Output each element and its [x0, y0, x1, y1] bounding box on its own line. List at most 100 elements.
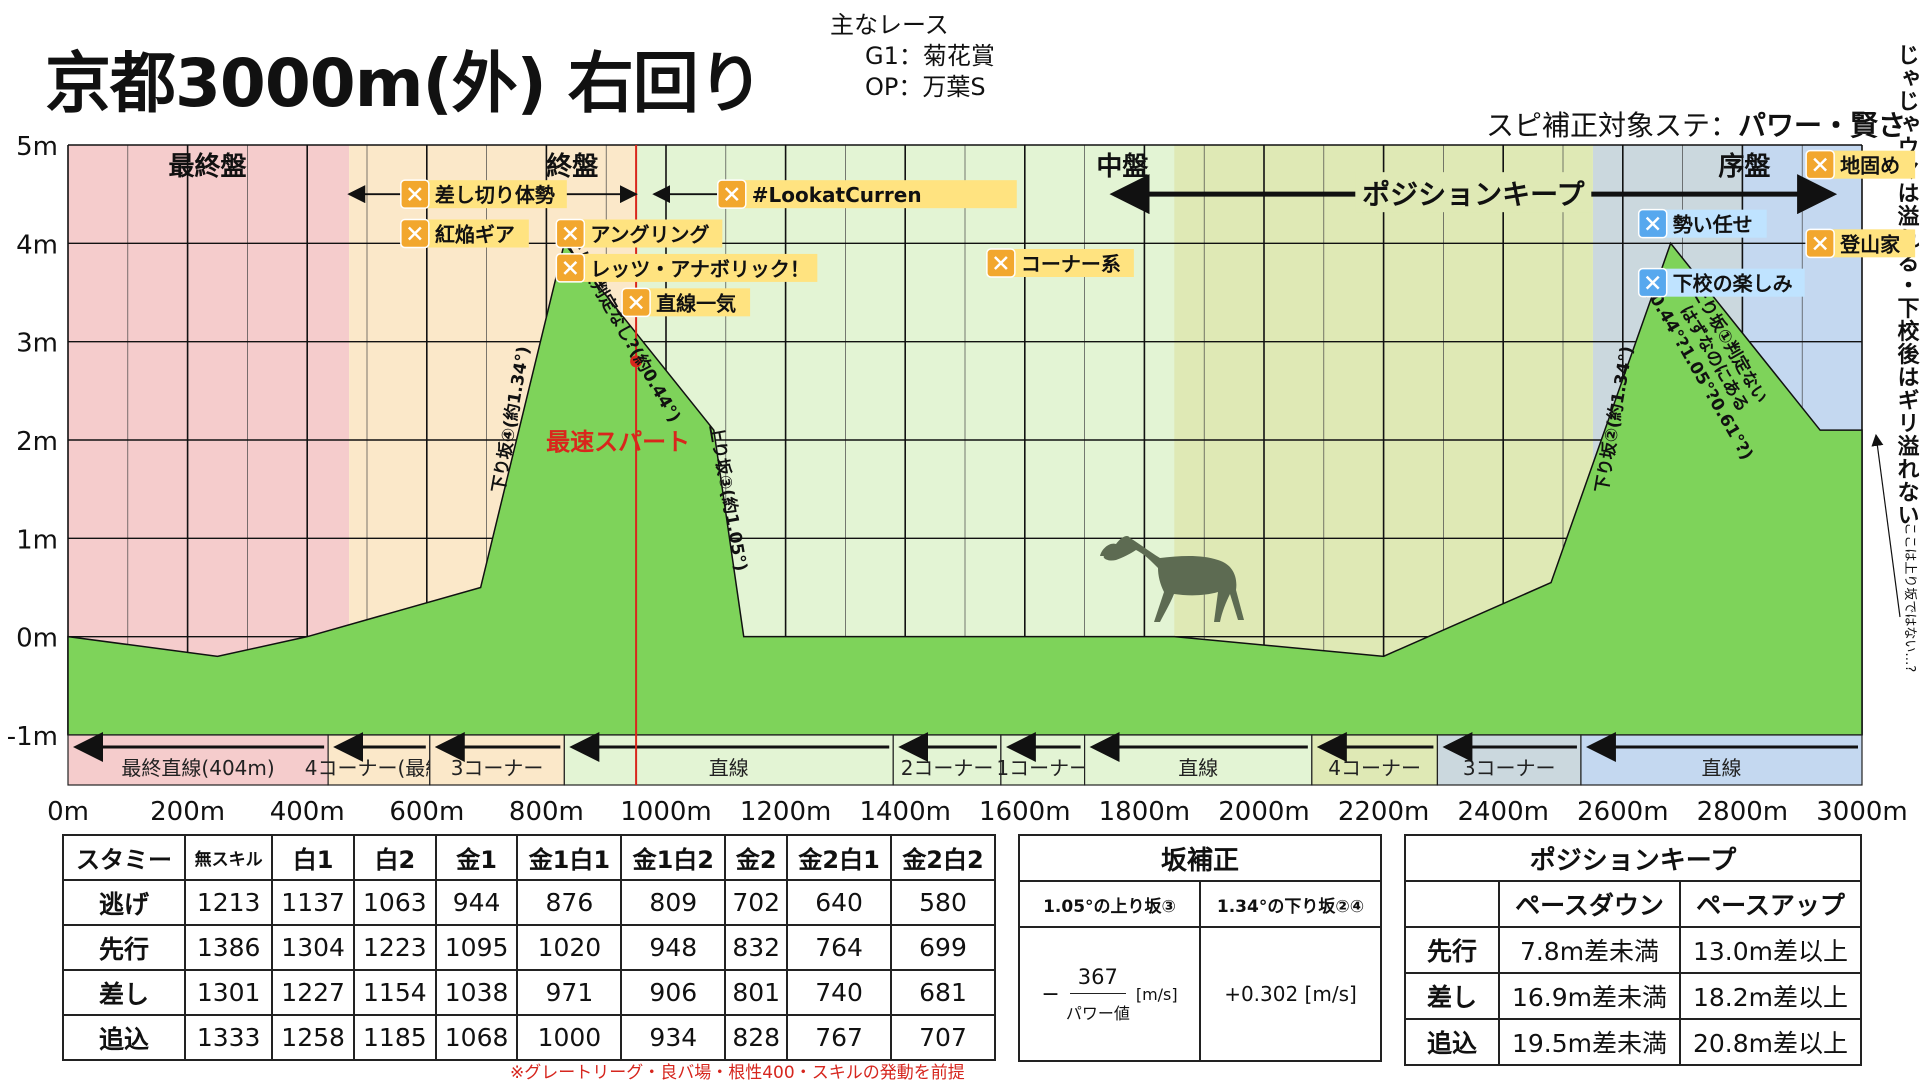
- stamina-cell: 876: [516, 879, 623, 926]
- skill-badge-bg: [638, 288, 751, 317]
- stamina-header: 白1: [271, 834, 355, 881]
- phase-label: 最終盤: [168, 151, 247, 182]
- stamina-cell: 828: [724, 1014, 789, 1061]
- section-label: 4コーナー(最終): [305, 756, 453, 780]
- spurt-point: [630, 355, 643, 368]
- y-tick-label: 5m: [16, 132, 58, 162]
- x-tick-label: 1600m: [979, 797, 1071, 827]
- race-item-g1: G1：菊花賞: [865, 42, 995, 70]
- y-tick-label: 0m: [16, 624, 58, 654]
- skill-icon-sparkle: [1645, 275, 1660, 290]
- formula-minus: −: [1041, 981, 1060, 1007]
- footnote: ※グレートリーグ・良バ場・根性400・スキルの発動を前提: [510, 1063, 965, 1083]
- skill-name: 直線一気: [656, 291, 736, 315]
- phase-label: 序盤: [1718, 151, 1771, 182]
- position-row: 追込 19.5m差未満 20.8m差以上: [1404, 1018, 1862, 1066]
- section-cell-6: [1083, 734, 1313, 786]
- position-pacedown-cell: 16.9m差未満: [1498, 972, 1681, 1020]
- position-keep-corner: [1404, 880, 1500, 928]
- section-cell-3: [563, 734, 894, 786]
- x-tick-label: 400m: [270, 797, 345, 827]
- stamina-cell: 1304: [271, 924, 355, 971]
- x-tick-label: 1400m: [859, 797, 951, 827]
- position-col-pacedown: ペースダウン: [1498, 880, 1681, 928]
- position-row-label: 追込: [1404, 1018, 1500, 1066]
- slope-title: 坂補正: [1018, 834, 1382, 882]
- skill-name: コーナー系: [1021, 252, 1121, 276]
- position-keep-title: ポジションキープ: [1404, 834, 1862, 882]
- x-tick-label: 2600m: [1577, 797, 1669, 827]
- elevation-area: [67, 241, 1863, 736]
- skill-badge-bg: [1654, 209, 1767, 238]
- y-tick-label: 4m: [16, 230, 58, 260]
- stamina-cell: 1227: [271, 969, 355, 1016]
- section-label: 3コーナー: [451, 756, 544, 780]
- x-tick-label: 1200m: [740, 797, 832, 827]
- skill-badge-bg: [1822, 150, 1916, 179]
- skill-name: 勢い任せ: [1673, 213, 1753, 237]
- stamina-cell: 832: [724, 924, 789, 971]
- stamina-cell: 1333: [184, 1014, 274, 1061]
- side-note: じゃじゃウマは溢れる・下校後はギリ溢れない: [1894, 44, 1920, 527]
- stamina-cell: 1301: [184, 969, 274, 1016]
- x-tick-label: 600m: [389, 797, 464, 827]
- skill-icon-sparkle: [563, 226, 578, 241]
- skill-badge-bg: [1002, 249, 1134, 277]
- stamina-cell: 809: [620, 879, 727, 926]
- stamina-row-label: 差し: [61, 969, 187, 1016]
- stamina-cell: 1000: [516, 1014, 623, 1061]
- stamina-header: 金2: [724, 834, 789, 881]
- skill-badge: レッツ・アナボリック！: [555, 253, 818, 283]
- stamina-cell: 934: [620, 1014, 727, 1061]
- stamina-cell: 1137: [271, 879, 355, 926]
- section-label: 直線: [1701, 756, 1741, 780]
- stamina-header: 金1: [434, 834, 519, 881]
- section-label: 3コーナー: [1463, 756, 1556, 780]
- skill-badge: 地固め: [1805, 149, 1916, 180]
- page-title: 京都3000m(外) 右回り: [45, 45, 764, 122]
- skill-badge-bg: [1654, 268, 1805, 297]
- speed-correction-stats: スピ補正対象ステ：パワー・賢さ: [1486, 104, 1906, 144]
- formula-denominator: パワー値: [1065, 1003, 1130, 1023]
- skill-icon-sparkle: [407, 187, 422, 202]
- stamina-table: スタミー 無スキル 白1 白2 金1 金1白1 金1白2 金2 金2白1 金2白2 逃げ 1213 1…: [61, 834, 996, 1061]
- stamina-cell: 702: [724, 879, 789, 926]
- skill-badge: 直線一気: [621, 287, 751, 318]
- y-tick-label: 3m: [16, 329, 58, 359]
- stamina-cell: 1068: [434, 1014, 519, 1061]
- skill-badge-bg: [572, 253, 818, 282]
- skill-badge: コーナー系: [986, 248, 1134, 278]
- stamina-cell: 681: [890, 969, 996, 1016]
- position-col-paceup: ペースアップ: [1679, 880, 1862, 928]
- stamina-row-label: 逃げ: [61, 879, 187, 926]
- slope-downhill-value: +0.302 [m/s]: [1199, 926, 1382, 1062]
- skill-badge: 登山家: [1805, 228, 1916, 259]
- stamina-header: 金1白1: [516, 834, 623, 881]
- section-label: 最終直線(404m): [121, 756, 274, 780]
- stamina-cell: 906: [620, 969, 727, 1016]
- position-row-label: 先行: [1404, 926, 1500, 974]
- stamina-header: 金1白2: [620, 834, 727, 881]
- formula-numerator: 367: [1069, 965, 1126, 994]
- x-tick-label: 800m: [509, 797, 584, 827]
- section-cell-0: [67, 734, 329, 786]
- races-heading: 主なレース: [830, 11, 949, 39]
- horse-silhouette: [1100, 536, 1244, 622]
- y-tick-label: 2m: [16, 427, 58, 457]
- skill-icon-sparkle: [1813, 157, 1828, 172]
- skill-badge-bg: [733, 180, 1017, 209]
- stamina-cell: 1386: [184, 924, 274, 971]
- section-label: 2コーナー: [901, 756, 994, 780]
- stamina-cell: 707: [890, 1014, 996, 1061]
- skill-badge-bg: [416, 219, 529, 248]
- slope-col-downhill: 1.34°の下り坂②④: [1199, 880, 1382, 928]
- x-tick-label: 2000m: [1218, 797, 1310, 827]
- skill-badge: #LookatCurren: [717, 179, 1017, 209]
- stamina-cell: 1223: [352, 924, 437, 971]
- position-keep-label-bg: [1355, 172, 1592, 213]
- skill-badge: 紅焔ギア: [400, 218, 529, 249]
- course-elevation-diagram: 最終直線(404m) 4コーナー(最終)3コーナー 直線 2コーナー 1コーナー 直線 4コ…: [7, 44, 1920, 828]
- stat-note-stats: パワー・賢さ: [1737, 109, 1906, 142]
- stamina-header: 無スキル: [184, 834, 274, 881]
- x-tick-label: 2200m: [1338, 797, 1430, 827]
